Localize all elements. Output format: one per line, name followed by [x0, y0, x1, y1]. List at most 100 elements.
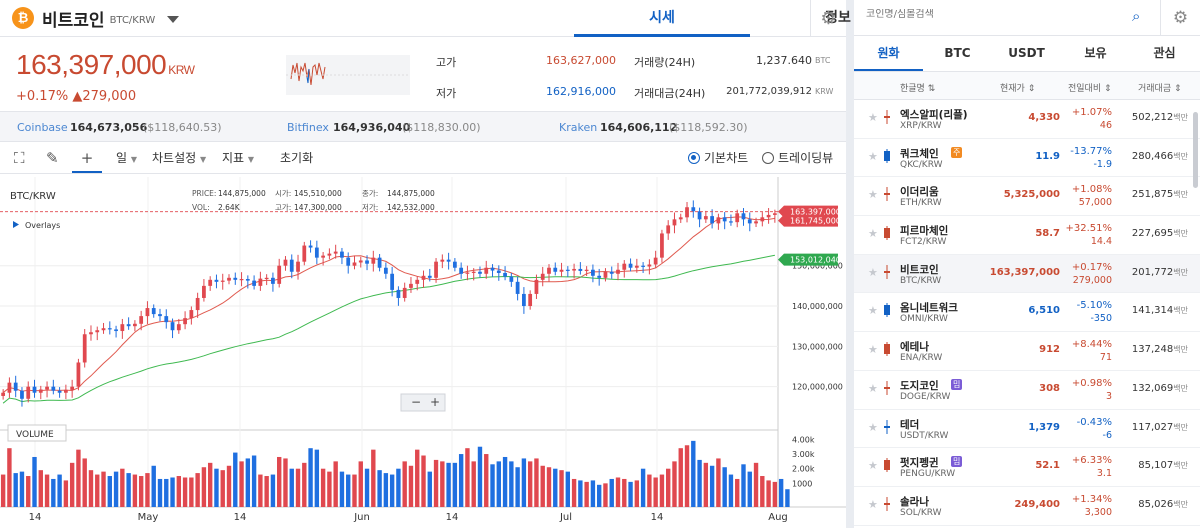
coin-badge: 주 [951, 146, 963, 158]
candle-body [120, 324, 125, 332]
favorite-star-icon[interactable]: ★ [868, 497, 878, 511]
legend-close-value: 144,875,000 [387, 189, 435, 198]
search-icon[interactable]: ⌕ [1132, 7, 1141, 25]
trade-volume-unit: 백만 [1173, 422, 1188, 432]
change-percent: +0.17% [1071, 261, 1112, 273]
volume-bar [452, 462, 458, 507]
basic-chart-radio[interactable]: 기본차트 [688, 142, 748, 174]
price-chart[interactable]: 120,000,000 130,000,000 140,000,000 150,000… [0, 177, 846, 528]
price-summary: 163,397,000 KRW +0.17% ▲279,000 고가 163,62… [0, 37, 846, 112]
time-tick-label: 14 [651, 512, 664, 523]
chart-settings-menu[interactable]: 차트설정 ▼ [152, 142, 206, 174]
market-row[interactable]: ★ 옴니네트워크 OMNI/KRW 6,510 -5.10% -350 141,314백만 [854, 293, 1200, 333]
favorite-star-icon[interactable]: ★ [868, 343, 878, 357]
market-row[interactable]: ★ 엑스알피(리플) XRP/KRW 4,330 +1.07% 46 502,212백만 [854, 100, 1200, 139]
chart-symbol-label: BTC/KRW [10, 191, 56, 202]
tab-krw[interactable]: 원화 [854, 36, 923, 71]
candle-body [584, 269, 589, 271]
favorite-star-icon[interactable]: ★ [868, 304, 878, 318]
volume-bar [164, 478, 169, 507]
volume-bar [465, 448, 470, 507]
volume-bar [371, 449, 376, 507]
tab-usdt[interactable]: USDT [1008, 46, 1045, 60]
volume-bar [565, 471, 571, 507]
change-amount: 3,300 [1084, 506, 1112, 518]
market-row[interactable]: ★ 에테나 ENA/KRW 912 +8.44% 71 137,248백만 [854, 332, 1200, 371]
favorite-star-icon[interactable]: ★ [868, 188, 878, 202]
mini-candle-icon [884, 342, 890, 357]
volume-bar [603, 483, 608, 507]
volume-bar [534, 458, 539, 507]
favorite-star-icon[interactable]: ★ [868, 420, 878, 434]
favorite-star-icon[interactable]: ★ [868, 381, 878, 395]
search-input[interactable] [866, 9, 1136, 20]
favorite-star-icon[interactable]: ★ [868, 111, 878, 124]
coin-name: 옴니네트워크 [900, 302, 958, 315]
column-volume[interactable]: 거래대금 ⇕ [1138, 84, 1182, 94]
interval-select[interactable]: 일 ▼ [116, 142, 137, 174]
basic-chart-label: 기본차트 [704, 151, 749, 165]
exchange-name: Bitfinex [287, 121, 329, 134]
scrollbar[interactable] [1193, 112, 1198, 188]
reset-button[interactable]: 초기화 [280, 151, 314, 165]
favorite-star-icon[interactable]: ★ [868, 149, 878, 163]
market-row[interactable]: ★ 피르마체인 FCT2/KRW 58.7 +32.51% 14.4 227,695백만 [854, 216, 1200, 255]
market-row[interactable]: ★ 펏지펭귄 밈 PENGU/KRW 52.1 +6.33% 3.1 85,107백만 [854, 448, 1200, 487]
market-row[interactable]: ★ 도지코인 밈 DOGE/KRW 308 +0.98% 3 132,069백만 [854, 371, 1200, 410]
candle-body [164, 316, 169, 323]
volume-bar [339, 471, 345, 507]
crosshair-icon[interactable]: + [72, 142, 102, 173]
column-change[interactable]: 전일대비 ⇕ [1068, 84, 1112, 94]
volume-bar [51, 478, 56, 507]
market-row[interactable]: ★ 이더리움 ETH/KRW 5,325,000 +1.08% 57,000 251,875… [854, 177, 1200, 217]
tab-quote[interactable]: 시세 [574, 0, 750, 37]
market-panel: ⌕ ⚙ 원화 BTC USDT 보유 관심 한글명 ⇅ 현재가 ⇕ 전일대비 ⇕… [854, 0, 1200, 528]
change-percent: -5.10% [1076, 300, 1112, 312]
tab-favorites[interactable]: 관심 [1153, 46, 1176, 60]
volume-tick-label: 3.00k [792, 450, 815, 459]
volume-bar [747, 471, 752, 507]
current-price: 1,379 [1028, 421, 1060, 433]
column-price[interactable]: 현재가 ⇕ [1000, 84, 1036, 94]
mini-candle-icon [884, 226, 890, 241]
volume-bar [609, 478, 614, 507]
candle-body [697, 211, 702, 220]
fullscreen-icon[interactable]: ⛶ [14, 149, 25, 167]
market-row[interactable]: ★ 쿼크체인 주 QKC/KRW 11.9 -13.77% -1.9 280,466백만 [854, 139, 1200, 178]
volume-bar [672, 461, 677, 507]
favorite-star-icon[interactable]: ★ [868, 227, 878, 241]
chart-settings-label: 차트설정 [152, 151, 197, 165]
tab-holdings[interactable]: 보유 [1084, 46, 1107, 60]
current-price: 249,400 [1014, 498, 1060, 510]
zoom-in-icon[interactable]: + [430, 395, 440, 409]
favorite-star-icon[interactable]: ★ [868, 459, 878, 473]
candle-body [82, 334, 87, 363]
change-percent: +0.17% [16, 89, 69, 104]
ma-short-line [2, 216, 775, 394]
market-row[interactable]: ★ 비트코인 BTC/KRW 163,397,000 +0.17% 279,000 201,… [854, 254, 1200, 294]
volume-bar [647, 474, 652, 507]
tab-info[interactable]: 정보 [825, 10, 851, 26]
volume-bar [289, 468, 294, 507]
indicators-menu[interactable]: 지표 ▼ [222, 142, 254, 174]
mini-candle-icon [884, 303, 890, 318]
candle-body [95, 330, 100, 333]
coin-select-chevron-down-icon[interactable] [167, 15, 180, 23]
pencil-draw-icon[interactable]: ✎ [46, 149, 59, 167]
favorite-star-icon[interactable]: ★ [868, 265, 878, 279]
column-name[interactable]: 한글명 ⇅ [900, 84, 936, 94]
zoom-out-icon[interactable]: − [411, 395, 421, 409]
volume-bar [320, 468, 326, 507]
gear-icon[interactable]: ⚙ [1160, 0, 1200, 36]
candle-body [559, 269, 564, 272]
market-row[interactable]: ★ 테더 USDT/KRW 1,379 -0.43% -6 117,027백만 [854, 410, 1200, 449]
volume-bar [697, 459, 702, 507]
market-row[interactable]: ★ 솔라나 SOL/KRW 249,400 +1.34% 3,300 85,026백만 [854, 487, 1200, 526]
change-amount: 71 [1099, 352, 1112, 364]
volume-bar [207, 462, 213, 507]
tradingview-radio[interactable]: 트레이딩뷰 [762, 142, 833, 174]
tab-btc[interactable]: BTC [944, 46, 971, 60]
trade-volume: 502,212백만 [1132, 112, 1188, 123]
current-price: 11.9 [1035, 150, 1060, 162]
gear-icon[interactable]: ⚙ [810, 0, 846, 37]
